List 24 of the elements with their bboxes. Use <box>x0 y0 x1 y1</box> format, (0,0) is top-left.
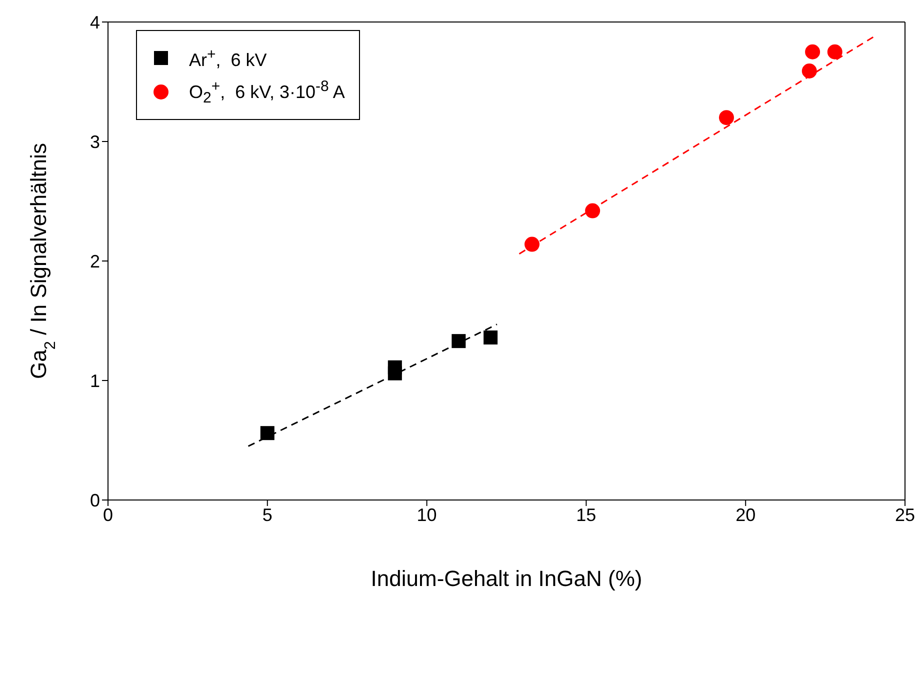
point <box>260 426 274 440</box>
point <box>805 44 820 60</box>
point <box>718 110 734 126</box>
point <box>827 44 842 60</box>
legend-label: O$_{2}$$^{+}$, 6 kV, 3·10$^{-8}$ A <box>189 78 345 106</box>
point <box>388 366 402 380</box>
point <box>802 63 817 78</box>
y-tick-label: 1 <box>90 370 100 391</box>
x-tick-label: 5 <box>262 504 272 525</box>
x-axis-title: Indium-Gehalt in InGaN (%) <box>370 566 642 591</box>
point <box>484 330 498 344</box>
point <box>524 236 540 252</box>
legend-label: Ar$^{+}$, 6 kV <box>189 46 267 70</box>
y-tick-label: 2 <box>90 251 100 272</box>
y-tick-label: 0 <box>90 490 100 510</box>
point <box>452 334 466 348</box>
x-tick-label: 10 <box>416 504 437 525</box>
y-tick-label: 4 <box>90 12 100 32</box>
x-tick-label: 20 <box>736 504 756 525</box>
x-tick-label: 25 <box>894 504 916 525</box>
x-tick-label: 15 <box>576 504 596 525</box>
y-tick-label: 3 <box>90 132 100 152</box>
x-tick-label: 0 <box>102 504 114 525</box>
point <box>585 203 600 218</box>
